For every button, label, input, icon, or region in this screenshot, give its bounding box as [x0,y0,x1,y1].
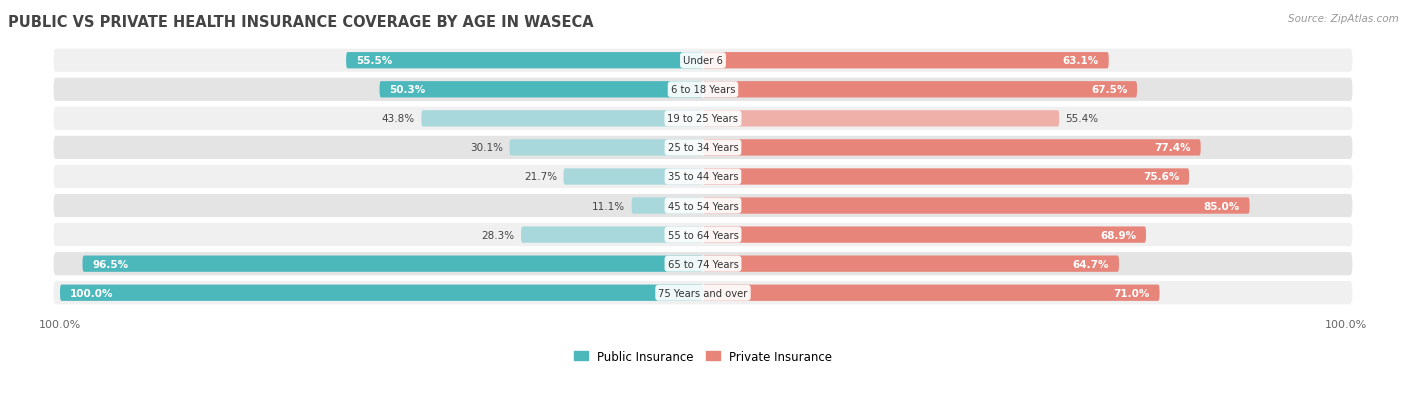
Text: PUBLIC VS PRIVATE HEALTH INSURANCE COVERAGE BY AGE IN WASECA: PUBLIC VS PRIVATE HEALTH INSURANCE COVER… [8,15,593,30]
Text: 21.7%: 21.7% [524,172,557,182]
Text: 75.6%: 75.6% [1143,172,1180,182]
Text: Source: ZipAtlas.com: Source: ZipAtlas.com [1288,14,1399,24]
Text: 63.1%: 63.1% [1063,56,1099,66]
FancyBboxPatch shape [422,111,703,127]
Text: 35 to 44 Years: 35 to 44 Years [668,172,738,182]
FancyBboxPatch shape [53,281,1353,305]
FancyBboxPatch shape [703,227,1146,243]
FancyBboxPatch shape [509,140,703,156]
Text: 45 to 54 Years: 45 to 54 Years [668,201,738,211]
Text: 64.7%: 64.7% [1073,259,1109,269]
FancyBboxPatch shape [53,78,1353,102]
FancyBboxPatch shape [53,166,1353,189]
FancyBboxPatch shape [703,111,1059,127]
Text: 77.4%: 77.4% [1154,143,1191,153]
FancyBboxPatch shape [703,53,1109,69]
Text: 25 to 34 Years: 25 to 34 Years [668,143,738,153]
Text: 28.3%: 28.3% [481,230,515,240]
Text: 55.5%: 55.5% [356,56,392,66]
FancyBboxPatch shape [53,50,1353,73]
Text: 67.5%: 67.5% [1091,85,1128,95]
FancyBboxPatch shape [380,82,703,98]
Text: Under 6: Under 6 [683,56,723,66]
FancyBboxPatch shape [60,285,703,301]
FancyBboxPatch shape [53,223,1353,247]
FancyBboxPatch shape [53,107,1353,131]
FancyBboxPatch shape [53,252,1353,275]
Legend: Public Insurance, Private Insurance: Public Insurance, Private Insurance [569,345,837,368]
Text: 75 Years and over: 75 Years and over [658,288,748,298]
Text: 11.1%: 11.1% [592,201,626,211]
Text: 55 to 64 Years: 55 to 64 Years [668,230,738,240]
Text: 30.1%: 30.1% [470,143,503,153]
Text: 68.9%: 68.9% [1101,230,1136,240]
Text: 96.5%: 96.5% [93,259,128,269]
Text: 19 to 25 Years: 19 to 25 Years [668,114,738,124]
FancyBboxPatch shape [631,198,703,214]
FancyBboxPatch shape [564,169,703,185]
FancyBboxPatch shape [703,198,1250,214]
Text: 55.4%: 55.4% [1066,114,1098,124]
FancyBboxPatch shape [703,82,1137,98]
Text: 6 to 18 Years: 6 to 18 Years [671,85,735,95]
Text: 65 to 74 Years: 65 to 74 Years [668,259,738,269]
FancyBboxPatch shape [703,285,1160,301]
FancyBboxPatch shape [703,169,1189,185]
FancyBboxPatch shape [53,195,1353,218]
FancyBboxPatch shape [703,140,1201,156]
FancyBboxPatch shape [53,136,1353,160]
FancyBboxPatch shape [522,227,703,243]
Text: 43.8%: 43.8% [382,114,415,124]
FancyBboxPatch shape [703,256,1119,272]
Text: 100.0%: 100.0% [70,288,112,298]
FancyBboxPatch shape [83,256,703,272]
FancyBboxPatch shape [346,53,703,69]
Text: 50.3%: 50.3% [389,85,426,95]
Text: 71.0%: 71.0% [1114,288,1150,298]
Text: 85.0%: 85.0% [1204,201,1240,211]
